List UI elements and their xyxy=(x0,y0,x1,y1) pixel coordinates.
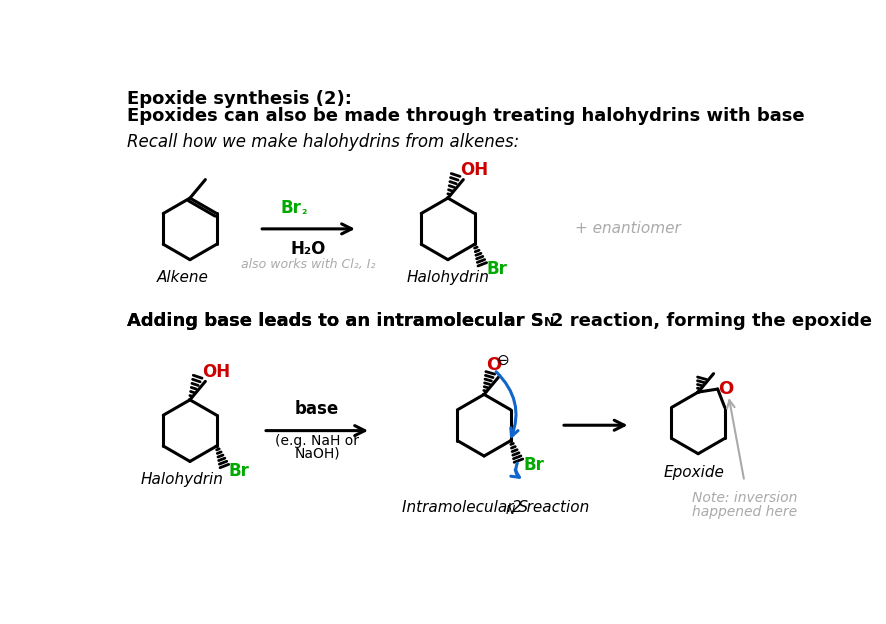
Text: H₂O: H₂O xyxy=(290,240,325,258)
Text: Intramolecular S: Intramolecular S xyxy=(401,500,528,515)
Text: NaOH): NaOH) xyxy=(294,446,340,460)
Text: happened here: happened here xyxy=(692,505,797,519)
Text: OH: OH xyxy=(460,162,488,179)
Text: Epoxide synthesis (2):: Epoxide synthesis (2): xyxy=(127,90,352,109)
Text: (e.g. NaH or: (e.g. NaH or xyxy=(275,434,359,447)
Text: Adding base leads to an intramolecular S: Adding base leads to an intramolecular S xyxy=(127,312,544,330)
Text: O: O xyxy=(718,380,733,398)
Text: Br: Br xyxy=(523,456,544,474)
Text: Epoxide: Epoxide xyxy=(664,464,725,479)
Text: Halohydrin: Halohydrin xyxy=(141,472,223,487)
Text: O: O xyxy=(486,356,501,374)
Text: Recall how we make halohydrins from alkenes:: Recall how we make halohydrins from alke… xyxy=(127,133,519,150)
Text: Br: Br xyxy=(281,199,301,217)
Text: ⊖: ⊖ xyxy=(496,353,509,368)
Text: Br: Br xyxy=(487,260,508,278)
Text: ₂: ₂ xyxy=(301,204,307,217)
Text: N: N xyxy=(544,316,555,329)
Text: base: base xyxy=(295,399,339,417)
Text: OH: OH xyxy=(202,363,230,381)
Text: Adding base leads to an intramolecular S: Adding base leads to an intramolecular S xyxy=(127,312,544,330)
Text: Epoxides can also be made through treating halohydrins with base: Epoxides can also be made through treati… xyxy=(127,107,804,125)
Text: also works with Cl₂, I₂: also works with Cl₂, I₂ xyxy=(240,258,375,271)
Text: Note: inversion: Note: inversion xyxy=(692,490,797,505)
Text: + enantiomer: + enantiomer xyxy=(575,222,680,236)
Text: Br: Br xyxy=(229,462,250,480)
Text: Alkene: Alkene xyxy=(156,270,208,285)
Text: N: N xyxy=(506,504,515,517)
Text: Halohydrin: Halohydrin xyxy=(407,270,489,285)
Text: 2 reaction: 2 reaction xyxy=(512,500,589,515)
Text: 2 reaction, forming the epoxide: 2 reaction, forming the epoxide xyxy=(550,312,872,330)
